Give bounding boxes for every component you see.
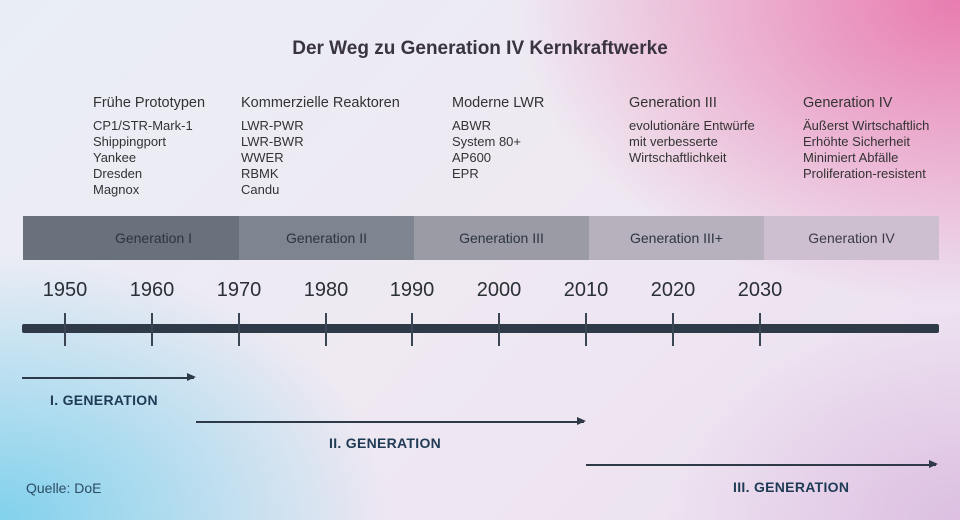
band-label: Generation IV (808, 230, 895, 246)
band-label: Generation III+ (629, 230, 723, 246)
column-item: System 80+ (452, 134, 522, 149)
year-label: 1970 (216, 279, 262, 301)
year-label: 2030 (737, 279, 783, 301)
timeline-tick (498, 313, 500, 346)
band-generation-iv: Generation IV (764, 216, 939, 260)
generation-iii-label: III. GENERATION (733, 479, 850, 495)
band-label: Generation II (286, 230, 367, 246)
band-generation-i: Generation I (23, 216, 239, 260)
band-generation-iii: Generation III (414, 216, 589, 260)
column-modern-lwr: Moderne LWR ABWR System 80+ AP600 EPR (452, 95, 544, 182)
column-item: ABWR (452, 118, 491, 133)
column-item: Wirtschaftlichkeit (629, 150, 727, 165)
column-item: Proliferation-resistent (803, 166, 926, 181)
diagram-title: Der Weg zu Generation IV Kernkraftwerke (292, 38, 668, 59)
column-generation-iv: Generation IV Äußerst Wirtschaftlich Erh… (803, 95, 929, 182)
band-label: Generation III (459, 230, 544, 246)
year-label: 2000 (476, 279, 522, 301)
column-heading: Generation IV (803, 95, 893, 111)
year-label: 1980 (303, 279, 349, 301)
column-item: Äußerst Wirtschaftlich (803, 118, 930, 133)
generation-ii-label: II. GENERATION (329, 435, 442, 451)
generation-i-label: I. GENERATION (50, 392, 158, 408)
year-label: 1950 (42, 279, 88, 301)
column-heading: Generation III (629, 95, 717, 111)
band-generation-ii: Generation II (239, 216, 414, 260)
year-label: 1960 (129, 279, 175, 301)
column-item: Minimiert Abfälle (803, 150, 899, 165)
column-item: Candu (241, 182, 280, 197)
timeline-tick (151, 313, 153, 346)
column-heading: Moderne LWR (452, 95, 545, 111)
year-label: 1990 (389, 279, 435, 301)
column-generation-iii: Generation III evolutionäre Entwürfe mit… (629, 95, 755, 166)
timeline-tick (585, 313, 587, 346)
column-item: WWER (241, 150, 284, 165)
column-item: mit verbesserte (629, 134, 718, 149)
column-item: RBMK (241, 166, 279, 181)
timeline-tick (325, 313, 327, 346)
source-note: Quelle: DoE (26, 480, 102, 496)
column-heading: Frühe Prototypen (93, 95, 206, 111)
column-item: Erhöhte Sicherheit (803, 134, 910, 149)
band-generation-iii-plus: Generation III+ (589, 216, 764, 260)
generation-iii-arrow (586, 461, 938, 467)
timeline-tick (64, 313, 66, 346)
column-item: LWR-BWR (241, 134, 304, 149)
column-item: CP1/STR-Mark-1 (93, 118, 193, 133)
timeline-tick (672, 313, 674, 346)
band-label: Generation I (114, 230, 193, 246)
column-early-prototypes: Frühe Prototypen CP1/STR-Mark-1 Shipping… (93, 95, 205, 198)
timeline-axis (22, 324, 939, 333)
column-item: Magnox (93, 182, 140, 197)
timeline-tick (759, 313, 761, 346)
column-heading: Kommerzielle Reaktoren (241, 95, 400, 111)
column-item: evolutionäre Entwürfe (629, 118, 755, 133)
column-item: Shippingport (93, 134, 166, 149)
column-item: LWR-PWR (241, 118, 304, 133)
column-item: Yankee (93, 150, 137, 165)
column-item: EPR (452, 166, 479, 181)
generation-ii-arrow (196, 418, 586, 424)
year-label: 2010 (563, 279, 609, 301)
timeline-tick (411, 313, 413, 346)
column-commercial-reactors: Kommerzielle Reaktoren LWR-PWR LWR-BWR W… (241, 95, 400, 198)
column-item: Dresden (93, 166, 143, 181)
year-label: 2020 (650, 279, 696, 301)
column-item: AP600 (452, 150, 492, 165)
timeline-tick (238, 313, 240, 346)
generation-i-arrow (22, 374, 196, 380)
